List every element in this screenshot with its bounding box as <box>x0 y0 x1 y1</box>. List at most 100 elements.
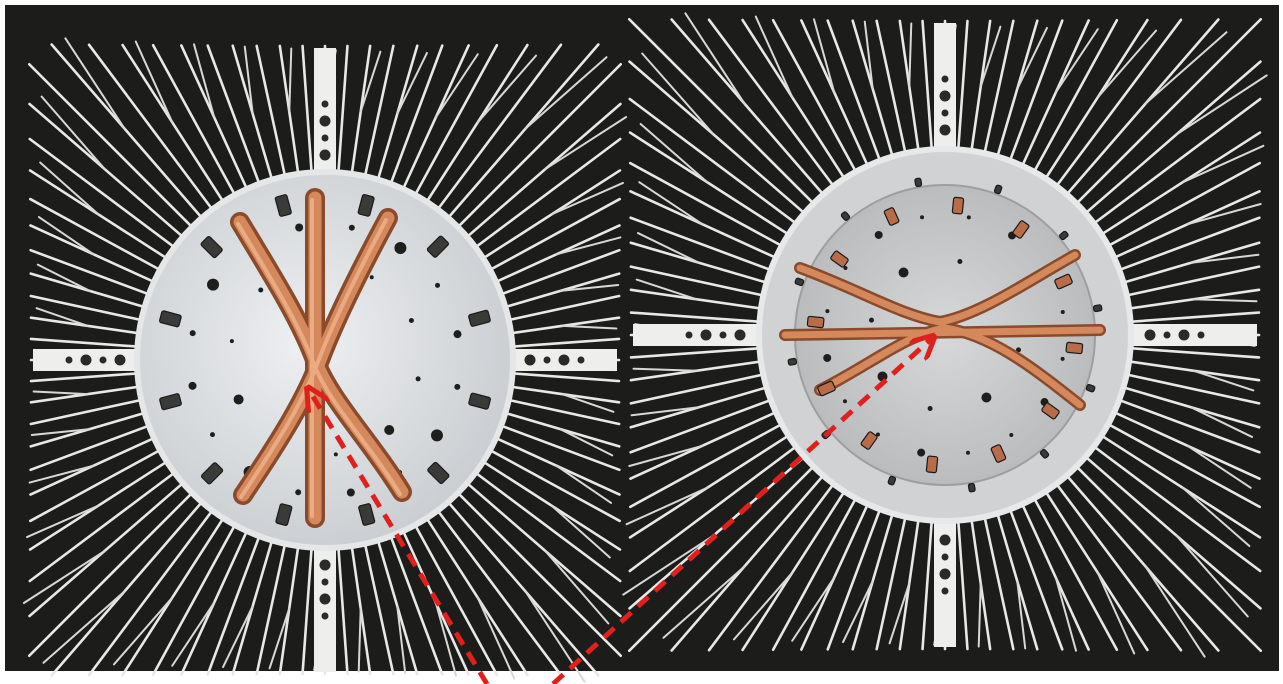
fin <box>627 453 827 653</box>
fin-branch <box>1144 31 1228 105</box>
fin <box>629 357 779 382</box>
right-heatsink-clips <box>787 177 1103 493</box>
fin-branch <box>662 565 746 639</box>
fin <box>371 44 419 199</box>
keyhole-slot <box>939 534 951 546</box>
fin <box>472 440 622 523</box>
fin <box>629 241 784 289</box>
base-hole <box>394 242 407 255</box>
right-heatsink <box>622 12 1268 658</box>
fin <box>826 19 887 178</box>
fin-branch <box>544 549 610 625</box>
fin <box>28 470 198 618</box>
heat-pipe-clip <box>426 235 450 258</box>
fin-branch <box>1016 580 1027 650</box>
fin-branch <box>134 40 174 124</box>
base-hole <box>868 317 874 323</box>
fin <box>443 62 623 242</box>
fin-branch <box>1096 29 1158 99</box>
base-hole <box>898 267 909 278</box>
base-hole <box>408 318 414 324</box>
fin <box>1109 369 1261 405</box>
fin <box>405 507 499 677</box>
fin-branch <box>638 181 704 226</box>
fin <box>231 44 279 199</box>
heat-pipe-clip <box>1059 230 1069 241</box>
heat-pipe-clip <box>887 475 897 486</box>
base-hole <box>825 309 830 314</box>
keyhole-slot <box>1178 329 1190 341</box>
fin-branch <box>908 22 913 88</box>
keyhole-slot <box>321 100 329 108</box>
fin <box>121 43 235 219</box>
fin <box>489 394 621 426</box>
base-hole <box>415 376 421 382</box>
fin <box>206 44 267 203</box>
heat-pipe-clip <box>159 393 182 411</box>
fin <box>628 60 818 225</box>
heat-pipe-clip <box>883 207 900 226</box>
fin <box>1063 17 1263 217</box>
fin <box>1014 19 1090 182</box>
fin-branch <box>476 54 538 124</box>
left-heatsink <box>22 37 628 683</box>
fin-branch <box>1192 369 1255 392</box>
fin <box>486 406 621 448</box>
fin <box>800 19 876 182</box>
fin <box>28 197 178 280</box>
fin <box>29 394 161 426</box>
heat-pipe-clip <box>993 184 1003 195</box>
fin <box>1113 311 1261 325</box>
fin-branch <box>112 596 174 666</box>
base-hole <box>233 394 244 405</box>
keyhole-slot <box>319 593 331 605</box>
keyhole-slot <box>321 578 329 586</box>
heat-pipe-clip <box>914 177 923 188</box>
base-hole <box>435 282 441 288</box>
fin-branch <box>434 601 458 677</box>
fin <box>28 450 184 551</box>
keyhole-slot <box>524 354 536 366</box>
fin-branch <box>555 464 613 504</box>
base-hole <box>927 406 933 412</box>
fin <box>29 224 172 291</box>
fin-branch <box>555 236 622 256</box>
fin-branch <box>1181 144 1265 184</box>
fin-branch <box>359 50 382 113</box>
fin-branch <box>628 444 704 468</box>
heat-pipe-clip <box>1041 402 1060 420</box>
keyhole-slot <box>1163 331 1171 339</box>
fin <box>967 501 992 651</box>
fin <box>29 406 164 448</box>
fin-branch <box>42 590 126 664</box>
fin <box>629 190 792 266</box>
heat-pipe-clip <box>951 196 965 215</box>
fin-branch <box>754 15 794 99</box>
fin-branch <box>791 576 836 642</box>
fin-branch <box>1175 74 1268 136</box>
base-hole <box>920 215 925 220</box>
fin-branch <box>268 607 291 670</box>
fin <box>1055 462 1220 652</box>
fin <box>991 19 1039 174</box>
fin <box>921 503 935 651</box>
fin-branch <box>550 504 611 559</box>
fin <box>670 462 835 652</box>
base-hole <box>875 432 880 437</box>
fin <box>979 499 1015 651</box>
base-hole <box>229 339 234 344</box>
fin <box>443 478 623 658</box>
fin <box>629 216 788 277</box>
fin-branch <box>1190 406 1254 438</box>
fin-branch <box>863 20 874 90</box>
base-hole <box>189 330 196 337</box>
fin <box>1079 97 1262 235</box>
fin <box>231 521 279 676</box>
fin <box>628 425 804 539</box>
fin-branch <box>26 504 100 539</box>
fin <box>1003 492 1064 651</box>
fin-branch <box>171 601 216 667</box>
fin <box>1111 288 1261 313</box>
fin <box>180 44 256 207</box>
fin-branch <box>888 582 911 645</box>
